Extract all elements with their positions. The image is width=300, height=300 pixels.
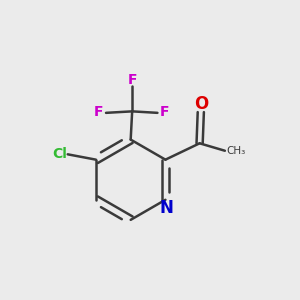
Text: Cl: Cl (52, 147, 68, 161)
Text: O: O (194, 95, 208, 113)
Text: CH₃: CH₃ (227, 146, 246, 156)
Text: F: F (160, 105, 169, 119)
Text: N: N (160, 199, 174, 217)
Text: F: F (128, 73, 137, 87)
Text: F: F (94, 105, 104, 119)
